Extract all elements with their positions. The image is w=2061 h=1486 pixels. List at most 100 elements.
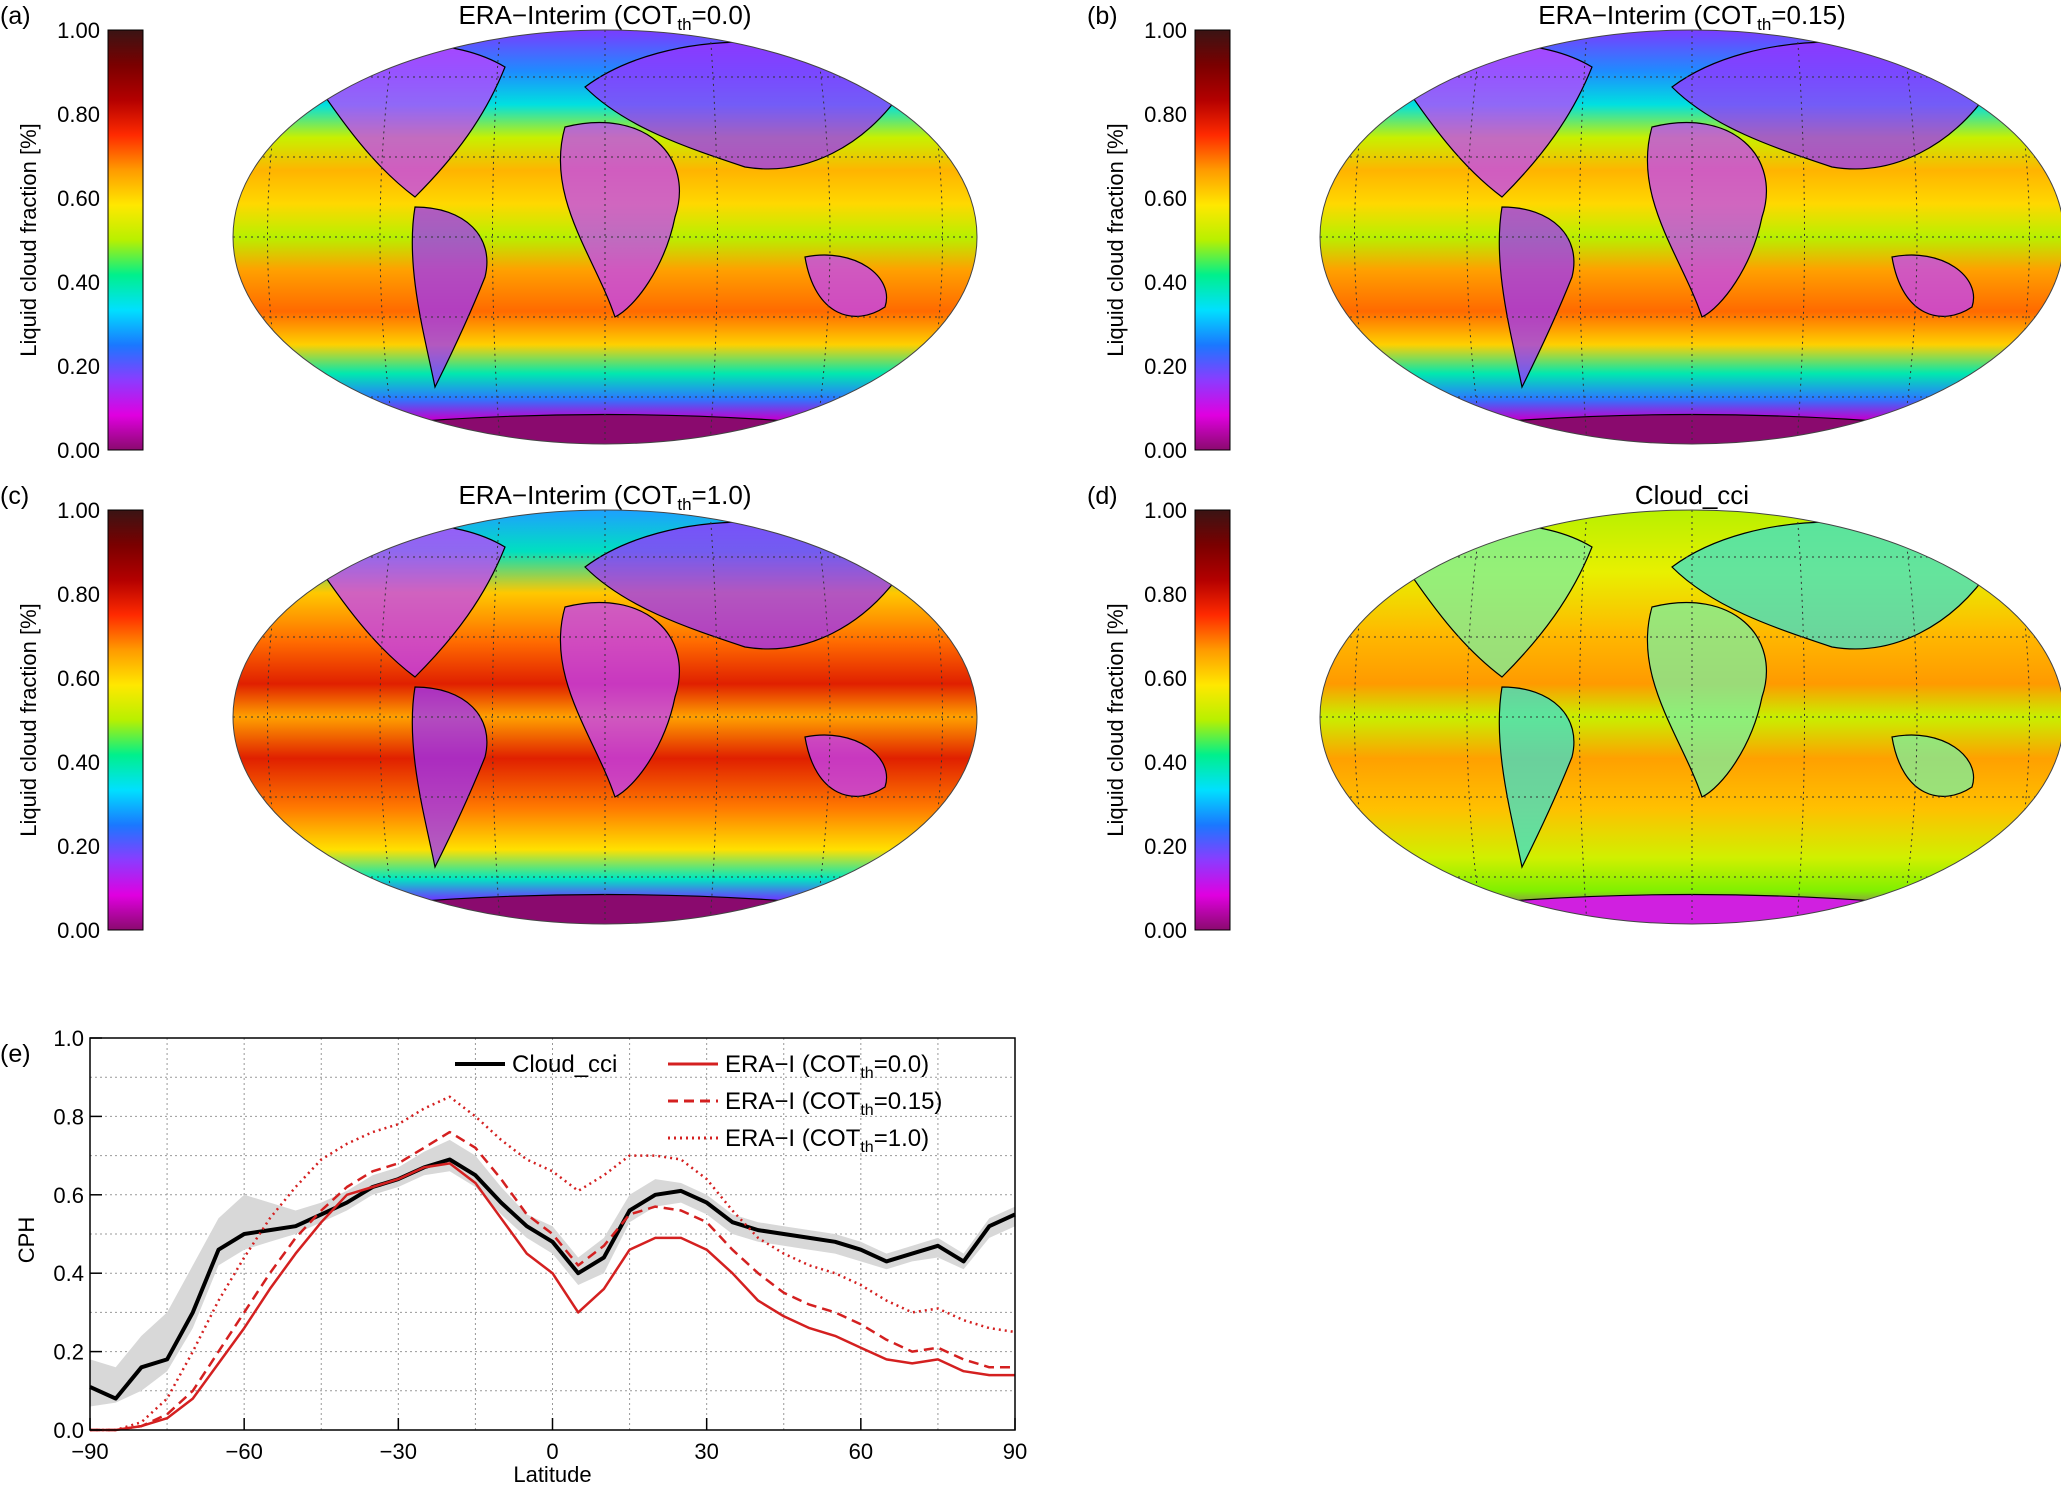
continent-australia [1891, 254, 1975, 317]
colorbar-tick-label: 0.40 [57, 270, 100, 295]
x-tick-label: −30 [380, 1439, 417, 1464]
world-map [233, 510, 977, 924]
colorbar-tick-label: 0.00 [1144, 438, 1187, 463]
colorbar-tick-label: 0.20 [57, 354, 100, 379]
colorbar-tick-label: 1.00 [57, 498, 100, 523]
panel-letter: (e) [0, 1040, 31, 1068]
panel-letter: (c) [0, 482, 29, 510]
y-tick-label: 0.2 [53, 1340, 84, 1365]
graticule-meridian [709, 30, 718, 444]
y-tick-label: 0.0 [53, 1418, 84, 1443]
colorbar-label: Liquid cloud fraction [%] [1103, 123, 1128, 357]
map-title: ERA−Interim (COTth=0.0) [458, 0, 751, 34]
colorbar-tick-label: 0.80 [57, 102, 100, 127]
x-tick-label: 90 [1003, 1439, 1027, 1464]
colorbar-tick-label: 1.00 [1144, 498, 1187, 523]
x-tick-label: −60 [226, 1439, 263, 1464]
graticule-meridian [492, 30, 501, 444]
x-axis-label: Latitude [513, 1462, 591, 1486]
x-tick-label: −90 [71, 1439, 108, 1464]
graticule-meridian [1579, 510, 1588, 924]
map-outline [1319, 29, 2061, 445]
map-panel: (a) 0.00 0.20 0.40 0.60 0.80 1.00 Liquid cloud … [0, 0, 752, 463]
legend-label: ERA−I (COTth=0.15) [725, 1088, 942, 1119]
map-outline [232, 509, 978, 925]
colorbar-label: Liquid cloud fraction [%] [16, 123, 41, 357]
panel-letter: (a) [0, 2, 31, 30]
continent-australia [804, 734, 888, 797]
continent-australia [804, 254, 888, 317]
colorbar [107, 29, 144, 451]
continent-south-america [1498, 206, 1575, 389]
colorbar-tick-label: 0.60 [1144, 666, 1187, 691]
continent-eurasia [584, 521, 906, 650]
panel-letter: (d) [1087, 482, 1118, 510]
colorbar-tick-label: 0.80 [1144, 582, 1187, 607]
legend-label: ERA−I (COTth=0.0) [725, 1051, 929, 1082]
colorbar-tick-label: 0.60 [1144, 186, 1187, 211]
colorbar-tick-label: 0.20 [1144, 834, 1187, 859]
colorbar-tick-label: 1.00 [57, 18, 100, 43]
continent-south-america [411, 206, 488, 389]
x-tick-label: 0 [546, 1439, 558, 1464]
series-line [90, 1095, 1016, 1432]
x-tick-label: 60 [849, 1439, 873, 1464]
continent-africa [559, 121, 680, 318]
colorbar-tick-label: 1.00 [1144, 18, 1187, 43]
graticule-meridian [492, 510, 501, 924]
colorbar-tick-label: 0.80 [57, 582, 100, 607]
continent-australia [1891, 734, 1975, 797]
map-panel: (c) 0.00 0.20 0.40 0.60 0.80 1.00 Liquid cloud … [0, 480, 752, 943]
map-title: ERA−Interim (COTth=0.15) [1538, 0, 1846, 34]
colorbar-tick-label: 0.40 [1144, 750, 1187, 775]
world-map [233, 30, 977, 444]
y-tick-label: 1.0 [53, 1026, 84, 1051]
panel-letter: (b) [1087, 2, 1118, 30]
colorbar-tick-label: 0.20 [1144, 354, 1187, 379]
colorbar-label: Liquid cloud fraction [%] [16, 603, 41, 837]
map-panel: (d) 0.00 0.20 0.40 0.60 0.80 1.00 Liquid cloud … [1087, 480, 1749, 943]
map-outline [232, 29, 978, 445]
graticule-meridian [1796, 30, 1805, 444]
colorbar-tick-label: 0.60 [57, 666, 100, 691]
colorbar-tick-label: 0.00 [1144, 918, 1187, 943]
y-axis-label: CPH [14, 1217, 39, 1263]
continent-africa [1646, 601, 1767, 798]
world-map [1320, 30, 2061, 444]
graticule-meridian [1796, 510, 1805, 924]
world-map [1320, 510, 2061, 924]
colorbar-label: Liquid cloud fraction [%] [1103, 603, 1128, 837]
colorbar-tick-label: 0.60 [57, 186, 100, 211]
continent-eurasia [584, 41, 906, 170]
continent-south-america [1498, 686, 1575, 869]
y-tick-label: 0.8 [53, 1104, 84, 1129]
colorbar-tick-label: 0.80 [1144, 102, 1187, 127]
colorbar [1194, 29, 1231, 451]
colorbar-tick-label: 0.20 [57, 834, 100, 859]
continent-south-america [411, 686, 488, 869]
graticule-meridian [709, 510, 718, 924]
line-plot-e: (e) 0.0 0.2 0.4 0.6 0.8 1.0 −90 −60 −30 0 30 60 90 Lat… [0, 1026, 1027, 1486]
map-panel: (b) 0.00 0.20 0.40 0.60 0.80 1.00 Liquid cloud … [1087, 0, 1846, 463]
y-tick-label: 0.4 [53, 1261, 84, 1286]
colorbar-tick-label: 0.40 [1144, 270, 1187, 295]
x-tick-label: 30 [694, 1439, 718, 1464]
map-outline [1319, 509, 2061, 925]
uncertainty-band [90, 1139, 1015, 1407]
map-panels: (a) 0.00 0.20 0.40 0.60 0.80 1.00 Liquid cloud … [0, 0, 2061, 943]
colorbar-tick-label: 0.40 [57, 750, 100, 775]
colorbar-tick-label: 0.00 [57, 918, 100, 943]
colorbar [1194, 509, 1231, 931]
series-line [90, 1130, 1015, 1432]
legend-label: ERA−I (COTth=1.0) [725, 1125, 929, 1156]
colorbar-tick-label: 0.00 [57, 438, 100, 463]
continent-africa [1646, 121, 1767, 318]
map-title: Cloud_cci [1635, 480, 1749, 510]
continent-eurasia [1671, 41, 1993, 170]
continent-eurasia [1671, 521, 1993, 650]
series-line [90, 1162, 1015, 1432]
legend-label: Cloud_cci [512, 1051, 617, 1078]
continent-africa [559, 601, 680, 798]
colorbar [107, 509, 144, 931]
